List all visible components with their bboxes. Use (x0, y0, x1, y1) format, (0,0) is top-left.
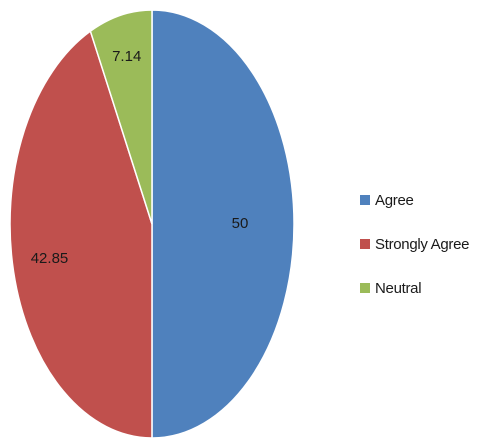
legend-label-neutral: Neutral (375, 279, 422, 297)
pie-slice-labels: 50 42.85 7.14 (31, 48, 249, 267)
legend-label-strongly-agree: Strongly Agree (375, 235, 470, 253)
pie-slice-neutral (89, 9, 153, 225)
legend-item-strongly-agree: Strongly Agree (360, 232, 470, 256)
legend-label-agree: Agree (375, 191, 414, 209)
data-label-strongly-agree: 42.85 (31, 250, 69, 267)
pie-slice-strongly-agree (9, 29, 153, 439)
legend-swatch-neutral (360, 283, 370, 293)
legend-item-agree: Agree (360, 188, 469, 212)
legend-swatch-agree (360, 195, 370, 205)
pie-slices (9, 9, 295, 439)
legend-item-neutral: Neutral (360, 276, 469, 300)
legend-swatch-strongly-agree (360, 239, 370, 249)
pie-slice-agree (151, 9, 295, 439)
data-label-neutral: 7.14 (112, 48, 141, 65)
chart-legend: Agree Strongly Agree Neutral (360, 188, 470, 320)
data-label-agree: 50 (232, 215, 249, 232)
